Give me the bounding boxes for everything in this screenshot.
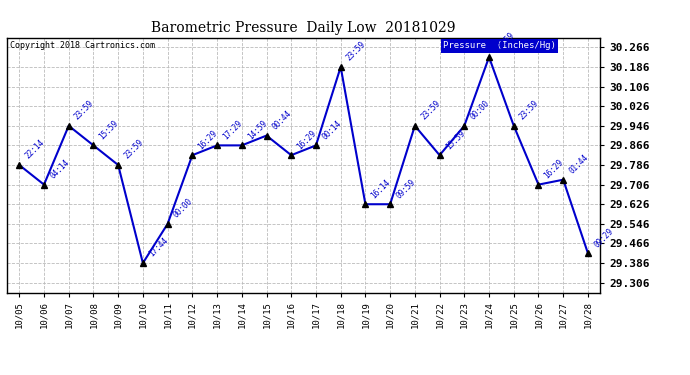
Text: 23:59: 23:59 (122, 138, 145, 161)
Text: 14:59: 14:59 (246, 118, 268, 141)
Text: 23:59: 23:59 (73, 99, 96, 122)
Text: 00:44: 00:44 (270, 109, 293, 131)
Text: Copyright 2018 Cartronics.com: Copyright 2018 Cartronics.com (10, 41, 155, 50)
Text: 16:14: 16:14 (370, 177, 393, 200)
Text: 09:59: 09:59 (394, 177, 417, 200)
Text: 16:29: 16:29 (197, 128, 219, 151)
Text: 00:00: 00:00 (469, 99, 491, 122)
Text: 01:44: 01:44 (567, 153, 590, 176)
Text: 15:59: 15:59 (97, 118, 120, 141)
Text: 17:29: 17:29 (221, 118, 244, 141)
Text: 23:59: 23:59 (345, 40, 368, 63)
Text: 23:59: 23:59 (419, 99, 442, 122)
Title: Barometric Pressure  Daily Low  20181029: Barometric Pressure Daily Low 20181029 (151, 21, 456, 35)
Text: 16:29: 16:29 (542, 158, 565, 180)
Text: Pressure  (Inches/Hg): Pressure (Inches/Hg) (443, 41, 556, 50)
Text: 04:14: 04:14 (48, 158, 71, 180)
Text: 17:44: 17:44 (147, 236, 170, 259)
Text: 15:59: 15:59 (444, 128, 466, 151)
Text: 00:00: 00:00 (172, 197, 195, 220)
Text: 09:29: 09:29 (592, 226, 615, 249)
Text: 23:59: 23:59 (518, 99, 541, 122)
Text: 22:14: 22:14 (23, 138, 46, 161)
Text: 00:14: 00:14 (320, 118, 343, 141)
Text: 16:29: 16:29 (295, 128, 318, 151)
Text: 23:59: 23:59 (493, 30, 516, 53)
